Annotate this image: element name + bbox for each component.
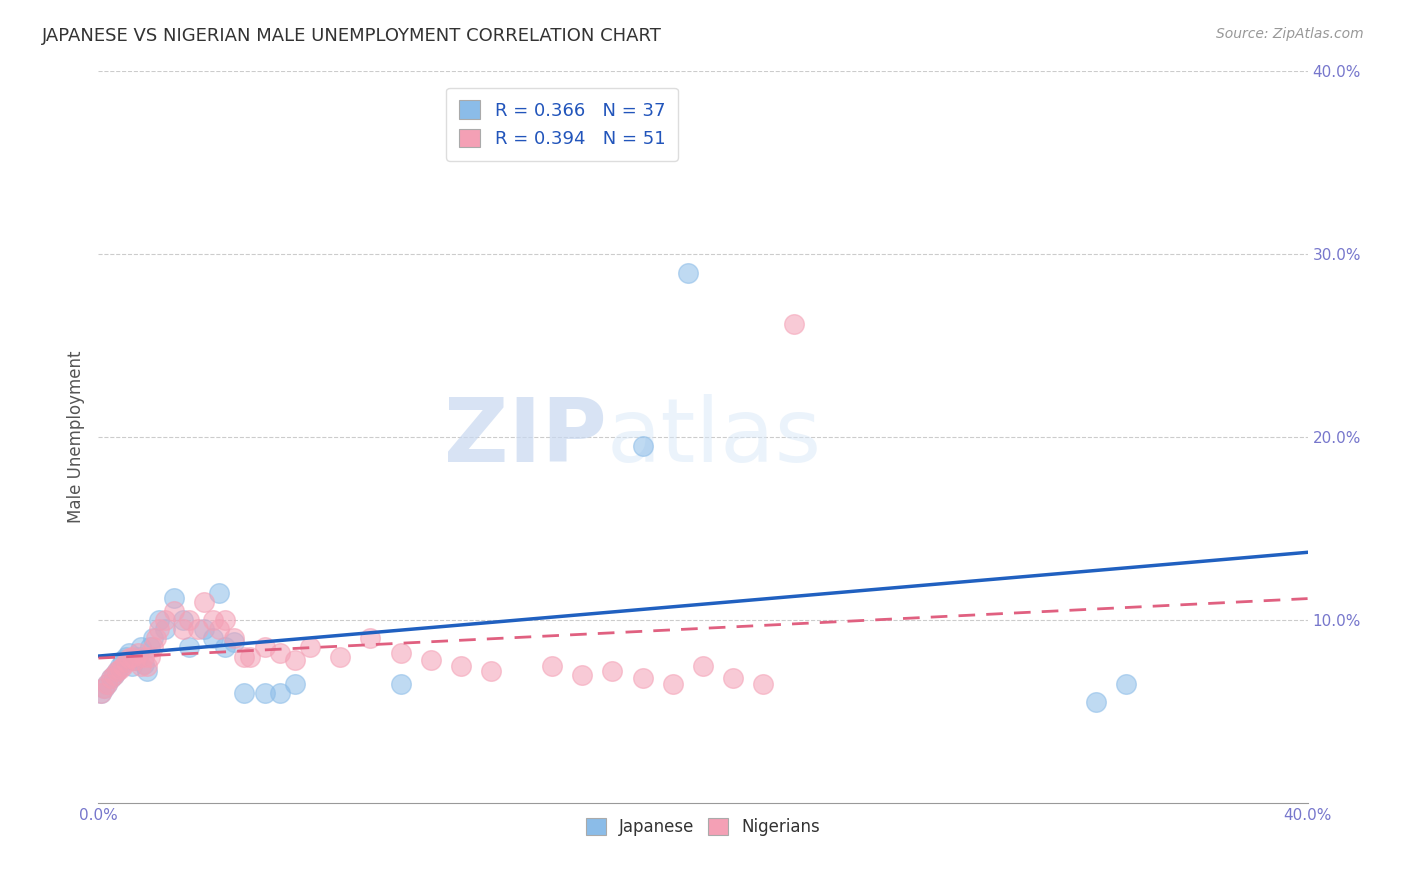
Point — [420, 653, 443, 667]
Point — [202, 632, 225, 646]
Point — [193, 622, 215, 636]
Point — [269, 646, 291, 660]
Point — [224, 632, 246, 646]
Point — [179, 613, 201, 627]
Point — [253, 640, 276, 655]
Point — [214, 640, 236, 655]
Point — [103, 667, 125, 681]
Point — [163, 591, 186, 605]
Point — [360, 632, 382, 646]
Point — [148, 613, 170, 627]
Point — [153, 622, 176, 636]
Point — [676, 266, 699, 280]
Point — [96, 677, 118, 691]
Point — [135, 658, 157, 673]
Point — [540, 658, 562, 673]
Point — [121, 658, 143, 673]
Point — [172, 622, 194, 636]
Point — [93, 681, 115, 695]
Point — [139, 649, 162, 664]
Point — [208, 585, 231, 599]
Point — [163, 604, 186, 618]
Point — [214, 613, 236, 627]
Point — [108, 662, 131, 676]
Point — [129, 658, 152, 673]
Point — [179, 640, 201, 655]
Point — [692, 658, 714, 673]
Legend: Japanese, Nigerians: Japanese, Nigerians — [576, 807, 830, 846]
Point — [752, 677, 775, 691]
Point — [114, 655, 136, 669]
Point — [783, 317, 806, 331]
Point — [481, 664, 503, 678]
Point — [187, 622, 209, 636]
Point — [90, 686, 112, 700]
Point — [103, 667, 125, 681]
Point — [105, 664, 128, 678]
Point — [111, 653, 134, 667]
Point — [202, 613, 225, 627]
Y-axis label: Male Unemployment: Male Unemployment — [66, 351, 84, 524]
Point — [142, 640, 165, 655]
Point — [129, 640, 152, 655]
Point — [135, 664, 157, 678]
Point — [118, 651, 141, 665]
Point — [172, 613, 194, 627]
Point — [127, 649, 149, 664]
Point — [224, 635, 246, 649]
Point — [132, 657, 155, 671]
Point — [389, 646, 412, 660]
Point — [111, 658, 134, 673]
Point — [239, 649, 262, 664]
Point — [114, 649, 136, 664]
Point — [208, 622, 231, 636]
Point — [450, 658, 472, 673]
Text: Source: ZipAtlas.com: Source: ZipAtlas.com — [1216, 27, 1364, 41]
Point — [602, 664, 624, 678]
Point — [105, 664, 128, 678]
Point — [118, 646, 141, 660]
Point — [631, 439, 654, 453]
Point — [90, 686, 112, 700]
Point — [661, 677, 683, 691]
Text: atlas: atlas — [606, 393, 821, 481]
Text: JAPANESE VS NIGERIAN MALE UNEMPLOYMENT CORRELATION CHART: JAPANESE VS NIGERIAN MALE UNEMPLOYMENT C… — [42, 27, 662, 45]
Point — [145, 632, 167, 646]
Point — [253, 686, 276, 700]
Point — [299, 640, 322, 655]
Point — [571, 667, 593, 681]
Point — [269, 686, 291, 700]
Point — [1085, 695, 1108, 709]
Point — [153, 613, 176, 627]
Point — [127, 646, 149, 660]
Point — [1115, 677, 1137, 691]
Point — [148, 622, 170, 636]
Point — [329, 649, 352, 664]
Point — [100, 672, 122, 686]
Point — [284, 677, 307, 691]
Point — [124, 653, 146, 667]
Point — [108, 658, 131, 673]
Point — [631, 672, 654, 686]
Text: ZIP: ZIP — [443, 393, 606, 481]
Point — [142, 632, 165, 646]
Point — [193, 594, 215, 608]
Point — [132, 649, 155, 664]
Point — [124, 653, 146, 667]
Point — [96, 677, 118, 691]
Point — [389, 677, 412, 691]
Point — [232, 686, 254, 700]
Point — [284, 653, 307, 667]
Point — [93, 681, 115, 695]
Point — [139, 640, 162, 655]
Point — [232, 649, 254, 664]
Point — [121, 649, 143, 664]
Point — [723, 672, 745, 686]
Point — [100, 672, 122, 686]
